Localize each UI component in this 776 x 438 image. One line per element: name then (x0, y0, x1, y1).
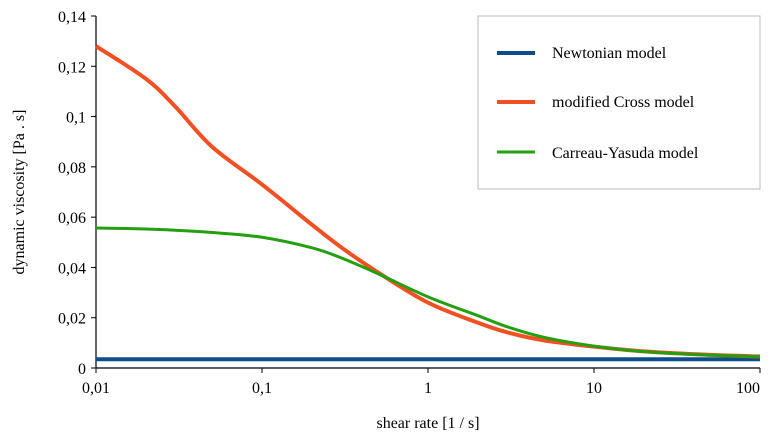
y-tick-label: 0,04 (58, 260, 86, 277)
x-tick-label: 100 (736, 380, 760, 397)
x-tick-label: 0,1 (252, 380, 272, 397)
y-tick-label: 0,06 (58, 210, 86, 227)
legend-box (477, 15, 761, 190)
legend-label-cross: modified Cross model (552, 94, 695, 111)
legend-label-carreau: Carreau-Yasuda model (552, 145, 699, 162)
y-axis-title: dynamic viscosity [Pa . s] (11, 110, 28, 275)
x-ticks: 0,01 0,1 1 10 100 (82, 368, 761, 397)
y-tick-label: 0,12 (58, 59, 86, 76)
y-tick-label: 0,08 (58, 160, 86, 177)
x-tick-label: 10 (586, 380, 602, 397)
x-axis-title: shear rate [1 / s] (376, 415, 479, 432)
y-ticks: 0 0,02 0,04 0,06 0,08 0,1 0,12 0,14 (58, 9, 96, 378)
y-tick-label: 0,14 (58, 9, 86, 26)
legend-label-newtonian: Newtonian model (552, 45, 667, 62)
y-tick-label: 0 (78, 361, 86, 378)
x-tick-label: 0,01 (82, 380, 110, 397)
y-tick-label: 0,02 (58, 311, 86, 328)
legend: Newtonian model modified Cross model Car… (477, 15, 761, 190)
carreau-series-line (95, 226, 761, 359)
y-tick-label: 0,1 (66, 110, 86, 127)
series-layer (94, 44, 761, 362)
x-tick-label: 1 (424, 380, 432, 397)
